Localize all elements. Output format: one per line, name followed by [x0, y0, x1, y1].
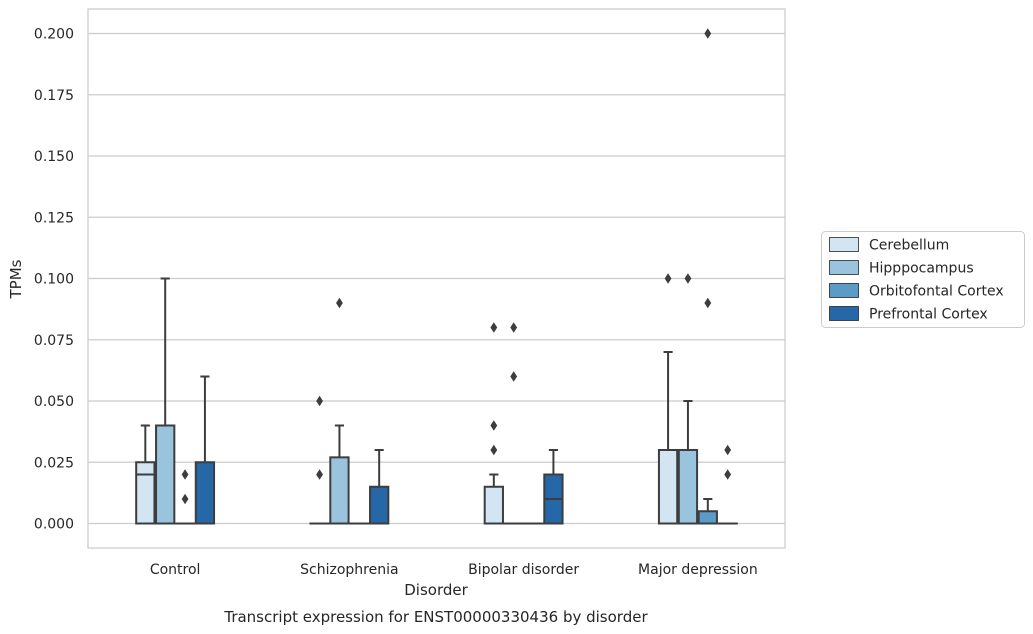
legend-swatch	[829, 283, 859, 298]
y-tick-label: 0.050	[34, 394, 74, 410]
legend-label: Orbitofontal Cortex	[869, 284, 1004, 300]
outlier-point	[336, 297, 343, 309]
box-plot-area	[135, 28, 738, 525]
plot-frame	[87, 8, 786, 549]
legend-label: Prefrontal Cortex	[869, 307, 988, 323]
outlier-point	[316, 395, 323, 407]
outlier-point	[724, 444, 732, 456]
outlier-point	[181, 493, 189, 505]
outlier-point	[664, 273, 672, 284]
legend-swatch	[829, 237, 859, 252]
y-axis-title: TPMs	[7, 259, 25, 299]
outlier-point	[724, 469, 732, 480]
x-tick-label: Control	[150, 562, 201, 578]
chart-caption: Transcript expression for ENST0000033043…	[223, 608, 648, 626]
outlier-point	[490, 444, 498, 456]
legend-swatch	[829, 306, 859, 321]
box-prefrontal-cortex	[543, 449, 564, 525]
y-tick-label: 0.075	[34, 333, 74, 349]
box-prefrontal-cortex	[717, 444, 738, 525]
box-cerebellum	[657, 273, 679, 525]
box-cerebellum	[135, 424, 156, 525]
box-orbitofontal-cortex	[697, 28, 718, 525]
y-tick-label: 0.000	[34, 517, 74, 533]
outlier-point	[684, 273, 692, 284]
legend-label: Hipppocampus	[869, 261, 974, 277]
box-body	[369, 485, 390, 525]
box-body	[135, 461, 156, 525]
y-tick-label: 0.175	[34, 88, 74, 104]
legend-frame	[821, 231, 1025, 328]
outlier-point	[510, 371, 518, 382]
box-prefrontal-cortex	[194, 375, 216, 525]
box-body	[329, 456, 350, 525]
box-hipppocampus	[329, 297, 350, 525]
box-body	[483, 485, 504, 525]
outlier-point	[490, 322, 498, 333]
box-cerebellum	[309, 395, 330, 525]
outlier-point	[181, 469, 189, 480]
box-body	[155, 424, 176, 525]
box-cerebellum	[483, 322, 504, 525]
outlier-point	[316, 469, 323, 480]
y-tick-label: 0.100	[34, 272, 74, 288]
outlier-point	[704, 28, 712, 39]
outlier-point	[704, 297, 712, 309]
box-hipppocampus	[503, 322, 524, 525]
legend-label: Cerebellum	[869, 238, 949, 254]
outlier-point	[490, 420, 498, 431]
box-prefrontal-cortex	[369, 449, 390, 525]
box-hipppocampus	[677, 273, 699, 525]
legend: Cerebellum Hipppocampus Orbitofontal Corte…	[821, 231, 1025, 328]
x-axis-ticks: Control Schizophrenia Bipolar disorder Majo…	[150, 562, 758, 578]
box-body	[697, 510, 718, 525]
legend-swatch	[829, 260, 859, 275]
legend-items: Cerebellum Hipppocampus Orbitofontal Corte…	[829, 237, 1004, 323]
y-tick-label: 0.125	[34, 210, 74, 226]
x-tick-label: Major depression	[638, 562, 758, 578]
outlier-point	[510, 322, 518, 333]
box-body	[194, 461, 216, 525]
y-axis-ticks: 0.000 0.025 0.050 0.075 0.100 0.125 0.150 0.175…	[34, 27, 74, 533]
y-tick-label: 0.200	[34, 27, 74, 43]
box-body	[677, 449, 699, 525]
box-orbitofontal-cortex	[174, 469, 196, 525]
y-tick-label: 0.150	[34, 149, 74, 165]
box-hipppocampus	[155, 277, 176, 525]
x-tick-label: Bipolar disorder	[468, 562, 579, 578]
y-tick-label: 0.025	[34, 455, 74, 471]
x-tick-label: Schizophrenia	[300, 562, 398, 578]
x-axis-title: Disorder	[404, 581, 468, 599]
box-body	[657, 449, 679, 525]
